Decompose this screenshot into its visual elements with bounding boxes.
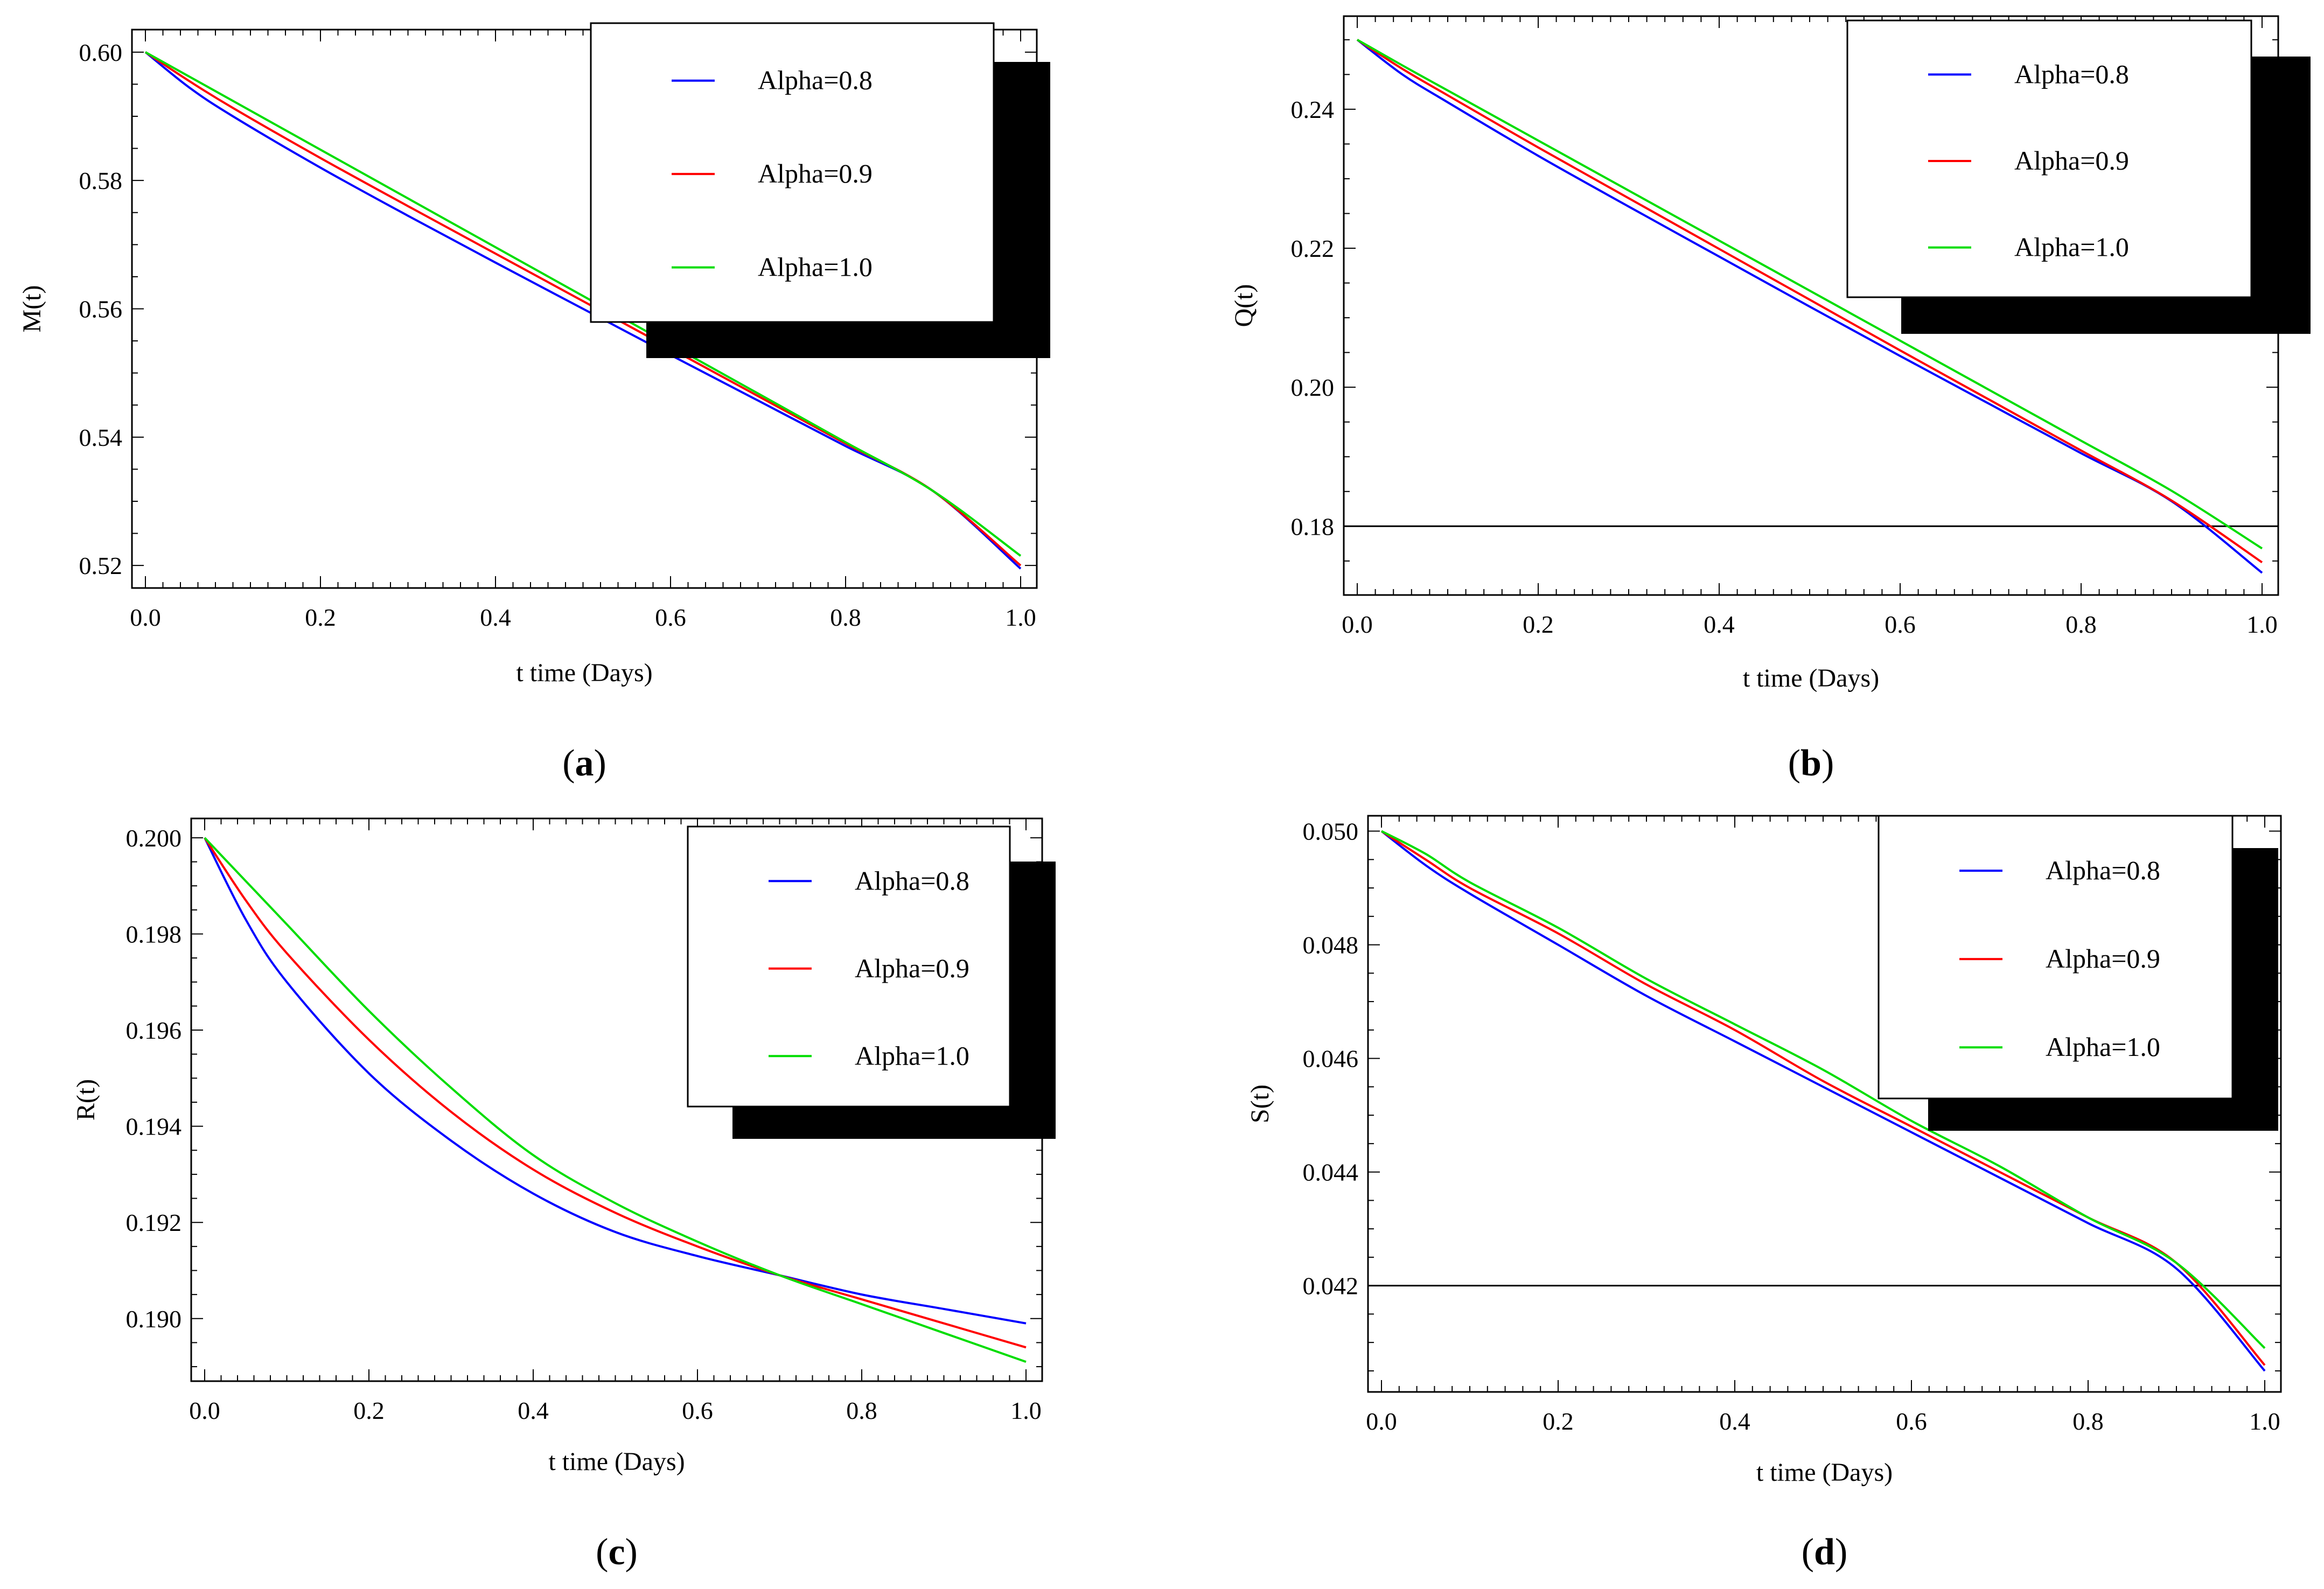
- x-axis-label: t time (Days): [516, 659, 652, 687]
- x-tick-label: 0.0: [189, 1397, 220, 1424]
- x-tick-label: 0.2: [1543, 1408, 1574, 1435]
- x-tick-label: 0.0: [1366, 1408, 1397, 1435]
- y-tick-label: 0.194: [126, 1113, 182, 1140]
- legend-label: Alpha=0.9: [855, 953, 969, 983]
- series-line-3: [145, 51, 1022, 557]
- plot-frame: [1367, 815, 2282, 1393]
- y-axis-label: Q(t): [1230, 284, 1258, 327]
- x-tick-label: 1.0: [1005, 604, 1036, 631]
- legend-label: Alpha=0.9: [2014, 145, 2129, 176]
- panel-caption: (a): [562, 743, 606, 784]
- legend-label: Alpha=1.0: [2014, 232, 2129, 262]
- series-line-2: [204, 837, 1027, 1349]
- series-line-3: [204, 837, 1027, 1363]
- legend-box: [1846, 19, 2252, 298]
- y-tick-label: 0.050: [1303, 818, 1359, 845]
- y-tick-label: 0.60: [79, 39, 123, 66]
- x-tick-label: 0.6: [655, 604, 686, 631]
- x-tick-label: 0.6: [1896, 1408, 1927, 1435]
- legend-label: Alpha=1.0: [855, 1040, 969, 1070]
- x-tick-label: 1.0: [1010, 1397, 1042, 1424]
- series-line-2: [1356, 39, 2263, 564]
- legend-label: Alpha=0.8: [2046, 855, 2160, 885]
- y-axis-label: R(t): [72, 1079, 100, 1121]
- y-tick-label: 0.192: [126, 1209, 182, 1236]
- series-line-3: [1381, 830, 2266, 1349]
- x-tick-label: 0.4: [480, 604, 511, 631]
- x-tick-label: 0.4: [1704, 611, 1735, 638]
- y-tick-label: 0.044: [1303, 1159, 1359, 1186]
- y-tick-label: 0.18: [1291, 513, 1335, 540]
- series-line-3: [1357, 39, 2263, 550]
- legend-box: [1878, 815, 2234, 1100]
- y-tick-label: 0.20: [1291, 374, 1335, 401]
- y-tick-label: 0.22: [1291, 235, 1335, 262]
- x-tick-label: 0.8: [2065, 611, 2097, 638]
- chart-panel-b: 0.0 0.2 0.4 0.6 0.8 1.0 0.18 0.20 0.22 0.24 Alpha=…: [1230, 15, 2311, 784]
- chart-panel-d: 0.0 0.2 0.4 0.6 0.8 1.0 0.042 0.044 0.046 0.048 0.…: [1246, 815, 2282, 1573]
- series-line-1: [204, 837, 1027, 1325]
- y-tick-label: 0.54: [79, 424, 123, 451]
- chart-panel-a: 0.0 0.2 0.4 0.6 0.8 1.0 0.52 0.54 0.56 0.58 0.60 Al…: [18, 22, 1050, 784]
- legend-label: Alpha=0.8: [855, 865, 969, 895]
- series-line-1: [1356, 39, 2263, 574]
- legend-label: Alpha=1.0: [758, 252, 873, 282]
- series-line-1: [144, 51, 1022, 570]
- y-tick-label: 0.24: [1291, 96, 1335, 123]
- x-tick-label: 0.8: [830, 604, 861, 631]
- x-tick-label: 0.2: [305, 604, 336, 631]
- x-tick-label: 0.0: [130, 604, 161, 631]
- y-tick-label: 0.196: [126, 1017, 182, 1044]
- x-tick-label: 0.2: [1523, 611, 1554, 638]
- y-tick-label: 0.58: [79, 167, 123, 194]
- y-axis-label: M(t): [18, 285, 46, 333]
- x-axis-label: t time (Days): [1743, 664, 1879, 692]
- legend-label: Alpha=0.8: [2014, 59, 2129, 89]
- x-axis-label: t time (Days): [1756, 1458, 1893, 1487]
- series-line-1: [1380, 830, 2266, 1372]
- y-tick-label: 0.56: [79, 296, 123, 323]
- legend-label: Alpha=0.9: [758, 158, 873, 188]
- x-tick-label: 0.4: [1719, 1408, 1750, 1435]
- legend-label: Alpha=0.9: [2046, 943, 2160, 974]
- legend-box: [590, 22, 995, 323]
- chart-panel-c: 0.0 0.2 0.4 0.6 0.8 1.0 0.190 0.192 0.194 0.196 0.…: [72, 817, 1056, 1573]
- legend-label: Alpha=1.0: [2046, 1032, 2160, 1062]
- x-tick-label: 0.8: [2072, 1408, 2104, 1435]
- x-tick-label: 1.0: [2246, 611, 2278, 638]
- y-tick-label: 0.190: [126, 1305, 182, 1333]
- legend-box: [687, 825, 1011, 1108]
- x-tick-label: 0.8: [846, 1397, 877, 1424]
- x-tick-label: 0.6: [1885, 611, 1916, 638]
- panel-caption: (b): [1788, 743, 1834, 784]
- y-tick-label: 0.198: [126, 920, 182, 948]
- y-tick-label: 0.042: [1303, 1272, 1359, 1300]
- legend-label: Alpha=0.8: [758, 65, 873, 95]
- y-axis-label: S(t): [1246, 1084, 1274, 1123]
- x-axis-label: t time (Days): [548, 1447, 685, 1476]
- x-tick-label: 0.2: [353, 1397, 385, 1424]
- x-tick-label: 0.4: [518, 1397, 549, 1424]
- panel-caption: (c): [596, 1531, 638, 1573]
- y-tick-label: 0.048: [1303, 932, 1359, 959]
- y-tick-label: 0.52: [79, 552, 123, 579]
- x-tick-label: 0.0: [1342, 611, 1373, 638]
- x-tick-label: 0.6: [682, 1397, 713, 1424]
- y-tick-label: 0.200: [126, 824, 182, 852]
- panel-caption: (d): [1802, 1531, 1848, 1573]
- x-tick-label: 1.0: [2249, 1408, 2280, 1435]
- y-tick-label: 0.046: [1303, 1045, 1359, 1073]
